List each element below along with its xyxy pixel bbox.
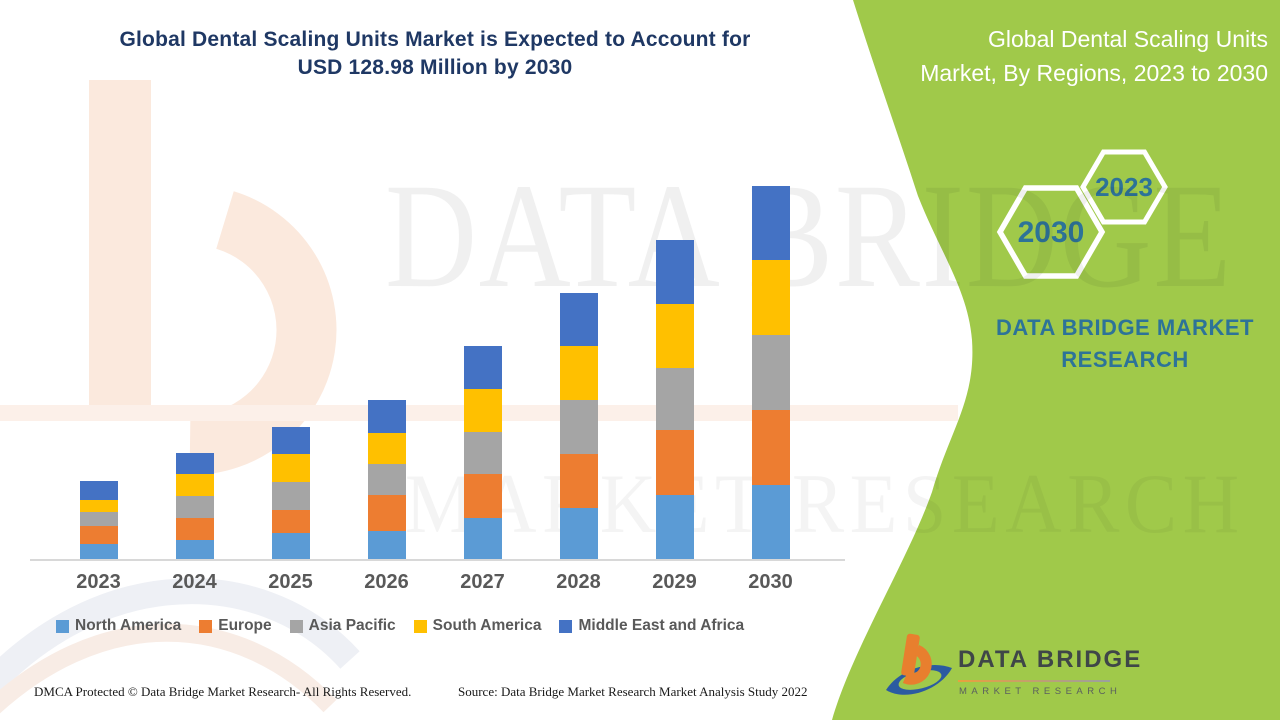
- bar-segment-north-america: [79, 544, 118, 560]
- bar-segment-asia-pacific: [463, 431, 502, 475]
- watermark-text-line2: MARKET RESEARCH: [405, 457, 1245, 551]
- brand-caption-line1: DATA BRIDGE MARKET: [996, 315, 1254, 340]
- hexagon-2023-label: 2023: [1095, 172, 1153, 202]
- watermark-b-stem: [89, 80, 151, 414]
- logo-title: DATA BRIDGE: [958, 646, 1143, 673]
- legend-swatch: [289, 619, 303, 633]
- bar-segment-south-america: [559, 345, 598, 400]
- legend-label: North America: [75, 617, 182, 634]
- x-axis-label-2023: 2023: [76, 571, 121, 593]
- bar-segment-south-america: [367, 433, 406, 464]
- x-axis-label-2029: 2029: [652, 571, 697, 593]
- bar-segment-north-america: [367, 530, 406, 560]
- bar-segment-europe: [559, 454, 598, 508]
- legend-item-europe: Europe: [199, 617, 272, 635]
- x-axis-label-2025: 2025: [268, 571, 313, 593]
- watermark-arc-gray: [0, 578, 360, 693]
- legend-item-middle-east-and-africa: Middle East and Africa: [559, 617, 744, 635]
- bar-segment-south-america: [655, 303, 694, 368]
- bar-segment-europe: [271, 510, 310, 533]
- bar-segment-asia-pacific: [751, 334, 790, 410]
- hexagon-2023: [1080, 149, 1168, 225]
- bar-segment-europe: [367, 495, 406, 531]
- brand-caption: DATA BRIDGE MARKET RESEARCH: [980, 312, 1270, 376]
- dmca-notice: DMCA Protected © Data Bridge Market Rese…: [34, 684, 412, 699]
- bar-segment-south-america: [271, 454, 310, 483]
- company-logo-icon: [886, 633, 952, 695]
- side-panel-title-line2: Market, By Regions, 2023 to 2030: [920, 60, 1268, 86]
- green-panel-shape: [832, 0, 1280, 720]
- bar-segment-europe: [463, 474, 502, 519]
- chart-title-line2: USD 128.98 Million by 2030: [297, 56, 573, 79]
- bar-segment-north-america: [751, 485, 790, 560]
- legend-swatch: [413, 619, 427, 633]
- legend-label: South America: [432, 617, 542, 634]
- bar-segment-north-america: [463, 518, 502, 560]
- bar-segment-north-america: [175, 540, 214, 560]
- bar-segment-north-america: [655, 495, 694, 560]
- legend-swatch: [559, 619, 573, 633]
- chart-legend: North America Europe Asia Pacific South Ame…: [56, 617, 846, 635]
- legend-label: Europe: [218, 617, 272, 634]
- x-axis-label-2028: 2028: [556, 571, 601, 593]
- bar-segment-asia-pacific: [559, 399, 598, 455]
- bar-segment-asia-pacific: [175, 495, 214, 519]
- bar-segment-asia-pacific: [79, 512, 118, 527]
- bar-segment-middle-east-and-africa: [367, 399, 406, 434]
- bar-segment-middle-east-and-africa: [271, 426, 310, 455]
- legend-item-north-america: North America: [56, 617, 181, 635]
- bar-segment-middle-east-and-africa: [559, 292, 598, 346]
- bar-segment-north-america: [559, 507, 598, 560]
- hexagon-2030: [996, 185, 1106, 279]
- x-axis-label-2027: 2027: [460, 571, 505, 593]
- bar-segment-south-america: [79, 499, 118, 513]
- bar-segment-asia-pacific: [367, 464, 406, 496]
- chart-title-line1: Global Dental Scaling Units Market is Ex…: [119, 28, 751, 51]
- bar-segment-asia-pacific: [271, 482, 310, 511]
- watermark-arc-peach: [0, 623, 337, 714]
- bar-segment-middle-east-and-africa: [175, 453, 214, 475]
- legend-label: Asia Pacific: [308, 617, 396, 634]
- bar-segment-asia-pacific: [655, 368, 694, 431]
- bar-segment-north-america: [271, 532, 310, 560]
- bar-segment-middle-east-and-africa: [655, 239, 694, 304]
- watermark-text-line1: DATA BRIDGE: [385, 153, 1233, 319]
- bar-segment-south-america: [751, 259, 790, 335]
- bar-segment-middle-east-and-africa: [463, 346, 502, 389]
- x-axis-line: [30, 559, 845, 561]
- bar-segment-south-america: [463, 388, 502, 432]
- legend-label: Middle East and Africa: [578, 617, 745, 634]
- brand-caption-line2: RESEARCH: [1061, 347, 1189, 372]
- side-panel-title-line1: Global Dental Scaling Units: [988, 26, 1268, 52]
- legend-swatch: [56, 619, 69, 633]
- bar-segment-middle-east-and-africa: [79, 481, 118, 500]
- logo-b-stem: [901, 633, 920, 677]
- hexagon-2030-label: 2030: [1018, 216, 1085, 249]
- logo-subtitle: MARKET RESEARCH: [959, 686, 1122, 697]
- bar-segment-south-america: [175, 474, 214, 496]
- side-panel-title: Global Dental Scaling Units Market, By R…: [888, 22, 1268, 90]
- company-logo: DATA BRIDGE MARKET RESEARCH: [878, 628, 1208, 714]
- x-axis-label-2026: 2026: [364, 571, 409, 593]
- bar-segment-europe: [79, 526, 118, 545]
- logo-b-bowl: [902, 644, 932, 685]
- legend-item-south-america: South America: [413, 617, 542, 635]
- source-note: Source: Data Bridge Market Research Mark…: [458, 684, 808, 699]
- x-axis-label-2030: 2030: [748, 571, 793, 593]
- chart-title: Global Dental Scaling Units Market is Ex…: [85, 26, 785, 82]
- legend-item-asia-pacific: Asia Pacific: [289, 617, 396, 635]
- watermark-b-bowl: [189, 191, 337, 476]
- bar-segment-europe: [655, 430, 694, 496]
- logo-divider: [958, 680, 1110, 682]
- legend-swatch: [199, 619, 213, 633]
- bar-segment-europe: [175, 518, 214, 541]
- x-axis-label-2024: 2024: [172, 571, 217, 593]
- bar-segment-europe: [751, 409, 790, 486]
- bar-segment-middle-east-and-africa: [751, 185, 790, 260]
